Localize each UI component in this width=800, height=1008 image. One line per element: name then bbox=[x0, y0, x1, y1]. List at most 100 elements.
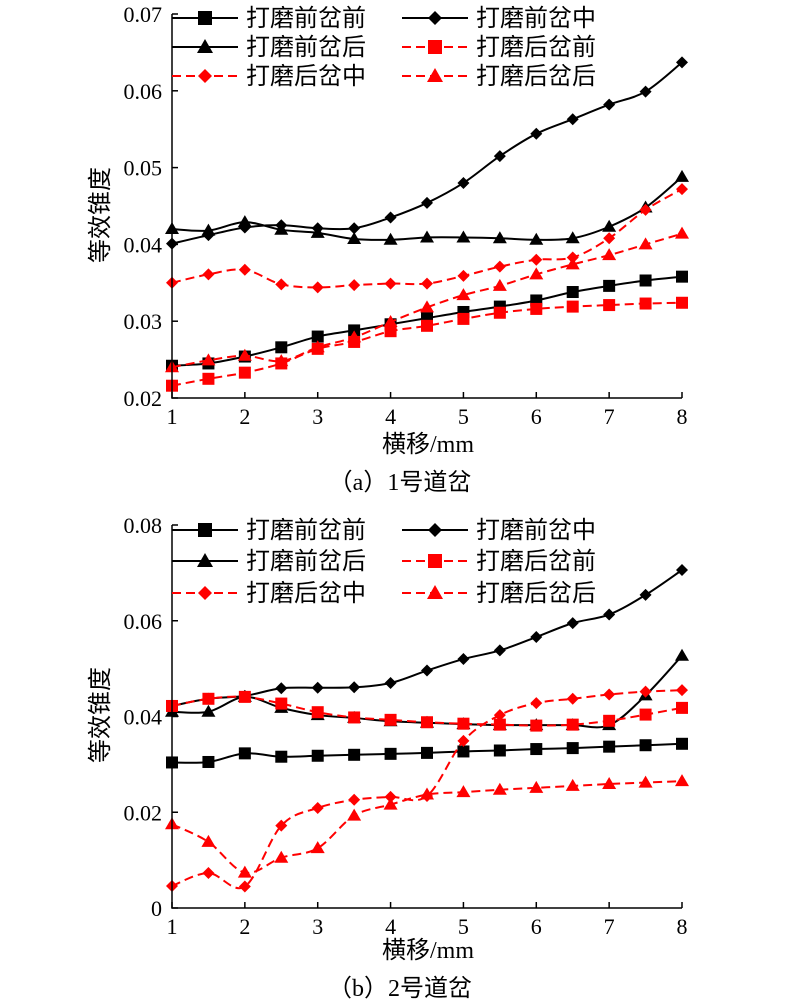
x-tick-label: 7 bbox=[604, 914, 615, 939]
data-point bbox=[530, 719, 543, 732]
data-point bbox=[639, 685, 652, 698]
data-point bbox=[311, 330, 324, 343]
y-tick-label: 0.05 bbox=[124, 156, 163, 181]
data-point bbox=[202, 692, 215, 705]
data-point bbox=[421, 716, 433, 729]
data-point bbox=[384, 676, 397, 689]
x-tick-label: 3 bbox=[312, 914, 323, 939]
data-point bbox=[493, 306, 506, 319]
legend-label: 打磨后岔后 bbox=[476, 580, 596, 607]
data-point bbox=[603, 279, 616, 292]
data-point bbox=[565, 778, 580, 791]
data-point bbox=[348, 681, 361, 694]
x-tick-label: 2 bbox=[239, 914, 250, 939]
data-point bbox=[311, 801, 324, 814]
x-tick-label: 4 bbox=[385, 914, 396, 939]
data-point bbox=[238, 880, 251, 893]
data-point bbox=[384, 747, 397, 760]
data-point bbox=[566, 742, 579, 755]
y-tick-label: 0.06 bbox=[124, 609, 163, 634]
data-point bbox=[530, 127, 543, 140]
caption-b: （b）2号道岔 bbox=[328, 975, 472, 1002]
x-tick-label: 8 bbox=[677, 914, 688, 939]
data-point bbox=[492, 278, 507, 291]
data-point bbox=[603, 740, 616, 753]
data-point bbox=[676, 684, 688, 697]
legend-item-a-2: 打磨前岔中 bbox=[402, 5, 596, 32]
data-point bbox=[493, 709, 506, 722]
data-point bbox=[202, 867, 215, 880]
legend-item-b-5: 打磨后岔中 bbox=[172, 580, 366, 607]
data-point bbox=[676, 296, 688, 309]
legend-item-a-4: 打磨后岔前 bbox=[402, 34, 596, 61]
legend-item-b-3: 打磨前岔后 bbox=[172, 548, 366, 575]
data-point bbox=[676, 564, 688, 577]
data-point bbox=[310, 340, 325, 353]
x-axis-title-a: 横移/mm bbox=[382, 431, 474, 458]
data-point bbox=[566, 300, 579, 313]
data-point bbox=[602, 219, 617, 232]
data-point bbox=[639, 274, 652, 287]
y-axis-title-a: 等效锥度 bbox=[87, 167, 114, 263]
x-tick-label: 7 bbox=[604, 404, 615, 429]
data-point bbox=[639, 708, 652, 721]
data-point bbox=[384, 277, 397, 290]
legend-item-b-6: 打磨后岔后 bbox=[402, 580, 596, 607]
data-point bbox=[457, 312, 470, 325]
data-point bbox=[201, 353, 216, 366]
data-point bbox=[310, 225, 325, 238]
chart-panel-a: 1 2 3 4 5 6 7 8 0.02 0.03 0.04 0.05 0.06 0.07 打磨前岔前 打… bbox=[87, 2, 689, 496]
data-point bbox=[383, 232, 398, 245]
data-point bbox=[675, 226, 689, 239]
data-point bbox=[603, 608, 616, 621]
legend-label: 打磨后岔中 bbox=[246, 63, 366, 90]
data-point bbox=[237, 865, 252, 878]
x-tick-label: 3 bbox=[312, 404, 323, 429]
data-point bbox=[493, 260, 506, 273]
data-point bbox=[639, 588, 652, 601]
data-point bbox=[275, 682, 288, 695]
data-point bbox=[603, 232, 616, 245]
data-point bbox=[420, 300, 434, 313]
y-tick-label: 0.04 bbox=[124, 705, 163, 730]
data-point bbox=[675, 648, 689, 661]
data-point bbox=[639, 297, 652, 310]
data-point bbox=[457, 717, 470, 730]
legend-b: 打磨前岔前 打磨前岔中 打磨前岔后 打磨后岔前 打磨后岔中 bbox=[172, 517, 596, 607]
data-point bbox=[457, 653, 470, 666]
data-point bbox=[529, 780, 544, 793]
data-point bbox=[603, 98, 616, 111]
data-point bbox=[238, 690, 251, 703]
y-tick-label: 0.06 bbox=[124, 79, 163, 104]
data-point bbox=[348, 279, 361, 292]
data-point bbox=[275, 341, 288, 354]
legend-item-b-4: 打磨后岔前 bbox=[402, 548, 596, 575]
legend-label: 打磨后岔前 bbox=[476, 34, 596, 61]
data-point bbox=[530, 697, 543, 710]
data-point bbox=[566, 113, 579, 126]
data-point bbox=[457, 734, 470, 747]
data-point bbox=[384, 713, 397, 726]
data-point bbox=[311, 681, 324, 694]
data-point bbox=[639, 203, 652, 216]
data-point bbox=[530, 302, 543, 315]
data-point bbox=[603, 299, 616, 312]
data-point bbox=[529, 232, 544, 245]
y-tick-label: 0.07 bbox=[124, 2, 163, 27]
x-tick-label: 6 bbox=[531, 914, 542, 939]
data-point bbox=[348, 711, 361, 724]
data-point bbox=[566, 617, 579, 630]
legend-item-a-1: 打磨前岔前 bbox=[172, 5, 366, 32]
data-point bbox=[602, 248, 617, 261]
y-tick-label: 0.04 bbox=[124, 232, 163, 257]
data-point bbox=[492, 231, 507, 244]
series-layer-b bbox=[165, 564, 689, 893]
data-point bbox=[566, 718, 579, 731]
data-point bbox=[348, 748, 361, 761]
legend-label: 打磨前岔中 bbox=[476, 5, 596, 32]
data-point bbox=[201, 704, 216, 717]
axes-b: 1 2 3 4 5 6 7 8 0 0.02 0.04 0.06 0.08 bbox=[124, 513, 688, 939]
x-tick-label: 2 bbox=[239, 404, 250, 429]
data-point bbox=[384, 790, 397, 803]
